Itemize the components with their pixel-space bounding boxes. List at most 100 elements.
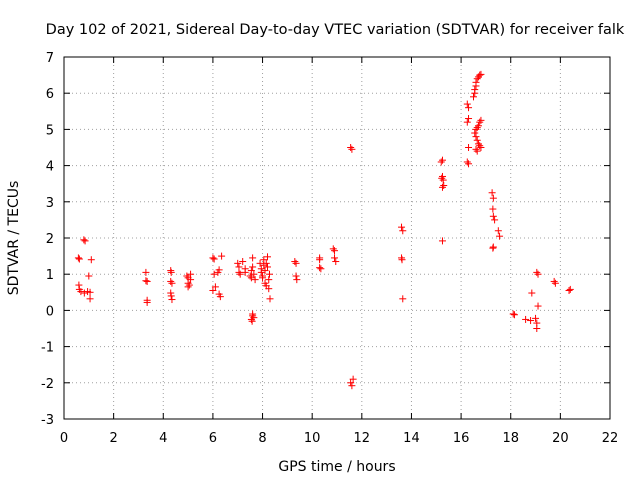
data-point	[474, 140, 482, 148]
data-point	[488, 189, 496, 197]
data-point	[477, 116, 485, 124]
data-point	[489, 205, 497, 213]
data-point	[471, 129, 479, 137]
data-point	[496, 232, 504, 240]
y-tick-label: 5	[46, 123, 54, 138]
data-points	[74, 70, 574, 390]
data-point	[261, 267, 269, 275]
data-point	[210, 270, 218, 278]
data-point	[187, 276, 195, 284]
data-point	[472, 78, 480, 86]
x-tick-label: 16	[453, 431, 470, 446]
x-tick-label: 12	[354, 431, 371, 446]
data-point	[566, 285, 574, 293]
data-point	[247, 274, 255, 282]
data-point	[292, 259, 300, 267]
y-axis-label: SDTVAR / TECUs	[6, 181, 22, 296]
data-point	[509, 310, 517, 318]
data-point	[317, 265, 325, 273]
y-tick-label: 0	[46, 304, 54, 319]
data-point	[247, 267, 255, 275]
data-point	[472, 133, 480, 141]
data-point	[527, 317, 535, 325]
data-point	[210, 255, 218, 263]
y-tick-label: -3	[41, 413, 54, 428]
data-point	[398, 223, 406, 231]
data-point	[168, 279, 176, 287]
data-point	[264, 263, 272, 271]
data-point	[348, 145, 356, 153]
data-point	[256, 259, 264, 267]
data-point	[473, 75, 481, 83]
data-point	[236, 270, 244, 278]
data-point	[332, 258, 340, 266]
x-tick-label: 4	[159, 431, 167, 446]
data-point	[463, 118, 471, 126]
data-point	[438, 174, 446, 182]
data-point	[291, 258, 299, 266]
data-point	[348, 382, 356, 390]
data-point	[80, 289, 88, 297]
data-point	[471, 86, 479, 94]
data-point	[474, 122, 482, 130]
data-point	[265, 270, 273, 278]
data-point	[80, 236, 88, 244]
data-point	[167, 292, 175, 300]
data-point	[239, 258, 247, 266]
plot-frame	[63, 56, 611, 420]
data-point	[470, 93, 477, 101]
data-point	[329, 245, 337, 253]
data-point	[211, 283, 219, 291]
data-point	[264, 253, 272, 261]
data-point	[81, 237, 89, 245]
data-point	[167, 268, 175, 276]
x-tick-label: 10	[304, 431, 321, 446]
data-point	[476, 142, 484, 150]
data-point	[77, 288, 85, 296]
data-point	[494, 227, 502, 235]
data-point	[476, 118, 484, 126]
x-tick-label: 22	[602, 431, 619, 446]
data-point	[265, 285, 273, 293]
data-point	[533, 325, 541, 332]
data-point	[399, 227, 407, 235]
data-point	[216, 293, 224, 301]
data-point	[465, 115, 473, 123]
y-tick-label: 3	[46, 196, 54, 211]
data-point	[489, 212, 497, 220]
data-point	[398, 256, 406, 264]
data-point	[142, 268, 150, 276]
data-point	[293, 276, 301, 284]
data-point	[331, 247, 339, 255]
x-tick-label: 20	[552, 431, 569, 446]
data-point	[473, 124, 481, 132]
data-point	[534, 302, 542, 310]
data-point	[248, 317, 256, 325]
data-point	[266, 295, 274, 303]
data-point	[246, 272, 254, 280]
data-point	[349, 375, 357, 383]
data-point	[265, 276, 273, 284]
x-tick-label: 6	[209, 431, 217, 446]
data-point	[250, 314, 258, 322]
data-point	[438, 183, 446, 191]
data-point	[183, 272, 191, 280]
data-point	[241, 268, 249, 276]
data-point	[257, 268, 265, 276]
data-point	[331, 254, 339, 262]
data-point	[316, 256, 324, 264]
data-point	[440, 182, 448, 190]
data-point	[218, 252, 226, 260]
data-point	[168, 296, 176, 304]
data-point	[463, 158, 471, 166]
data-point	[532, 314, 540, 322]
data-point	[437, 158, 445, 166]
data-point	[262, 259, 270, 267]
y-tick-label: -1	[41, 341, 54, 356]
data-point	[476, 71, 484, 79]
data-point	[473, 147, 481, 155]
y-tick-label: 2	[46, 232, 54, 247]
data-point	[551, 279, 559, 287]
data-point	[472, 145, 480, 153]
